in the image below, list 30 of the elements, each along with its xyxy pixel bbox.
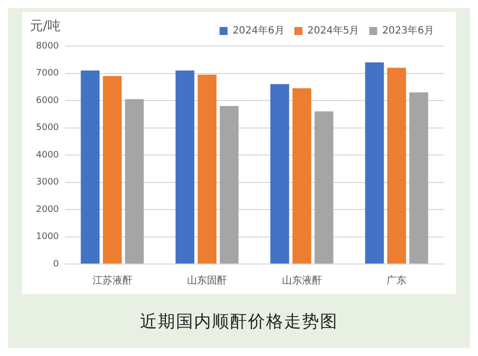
x-tick-label: 广东	[386, 274, 407, 287]
x-tick-label: 山东固酐	[187, 274, 228, 287]
y-tick-label: 0	[53, 259, 60, 270]
bar	[80, 70, 100, 264]
y-tick-label: 2000	[36, 204, 60, 215]
legend-label: 2024年5月	[307, 24, 360, 37]
y-tick-label: 7000	[36, 68, 60, 79]
bar	[125, 99, 144, 264]
bar	[102, 76, 122, 264]
y-tick-label: 6000	[36, 96, 60, 106]
x-tick-label: 江苏液酐	[92, 274, 132, 287]
legend-label: 2023年6月	[382, 24, 434, 37]
legend-label: 2024年6月	[232, 24, 284, 37]
bar	[176, 70, 194, 264]
y-axis-title: 元/吨	[30, 18, 60, 34]
x-tick-label: 山东液酐	[282, 274, 322, 287]
bar	[387, 68, 406, 264]
y-tick-label: 1000	[36, 232, 60, 242]
bar	[314, 111, 334, 264]
y-tick-label: 4000	[36, 150, 60, 160]
y-tick-label: 8000	[36, 41, 60, 52]
bar	[292, 88, 312, 264]
text: 近期国内顺酐价格走势图	[139, 311, 339, 333]
bar	[365, 62, 384, 264]
y-tick-label: 5000	[36, 123, 60, 134]
bar	[409, 92, 428, 264]
bar	[270, 84, 290, 264]
bar	[220, 106, 239, 264]
bar	[198, 74, 216, 264]
y-tick-label: 3000	[36, 178, 60, 188]
